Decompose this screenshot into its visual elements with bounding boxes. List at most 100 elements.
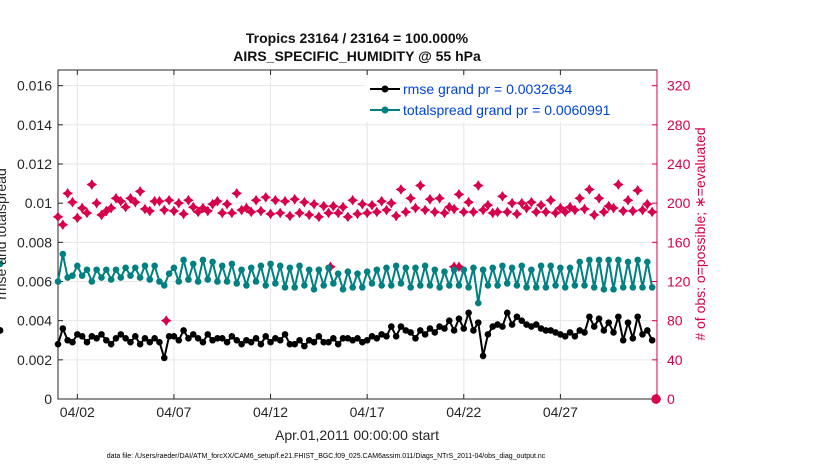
rmse-point [503,309,511,317]
obs-evaluated-point [429,206,441,218]
rmse-point [455,315,463,323]
y-left-tick-label: 0.002 [17,352,52,368]
totalspread-point [281,284,289,291]
obs-evaluated-point [294,207,305,219]
totalspread-point [334,270,342,277]
totalspread-point [107,276,115,283]
obs-evaluated-point [245,206,257,218]
rmse-point [112,334,120,342]
obs-evaluated-point [270,194,281,206]
totalspread-point [127,272,134,279]
obs-evaluated-point [559,206,571,218]
obs-evaluated-point [342,211,354,223]
obs-evaluated-point [289,193,301,205]
obs-evaluated-point [260,191,272,203]
rmse-point [330,334,337,342]
obs-evaluated-point [622,194,634,206]
rmse-point [78,333,86,340]
rmse-point [281,331,289,338]
obs-evaluated-point [376,195,387,207]
rmse-point [310,338,318,346]
y-axis-left-label: rmse and totalspread [0,168,9,300]
obs-evaluated-point [453,189,465,200]
obs-evaluated-point [650,393,662,405]
totalspread-point [330,280,337,287]
obs-evaluated-point [540,206,552,218]
totalspread-point [243,282,250,289]
x-axis-label: Apr.01,2011 00:00:00 start [275,427,439,443]
y-right-tick-label: 160 [667,234,691,250]
totalspread-point [257,262,265,270]
obs-evaluated-point [62,188,73,199]
chart-title: Tropics 23164 / 23164 = 100.000% [246,30,469,46]
rmse-point [624,319,632,326]
obs-evaluated-point [632,185,643,196]
obs-evaluated-point [410,202,421,214]
totalspread-point [416,282,424,289]
obs-evaluated-point [187,201,199,213]
totalspread-point [552,282,559,289]
obs-evaluated-point [613,179,624,190]
totalspread-point [349,284,356,291]
rmse-point [228,333,236,340]
totalspread-point [59,250,67,258]
rmse-point [286,340,294,348]
obs-evaluated-point [337,201,349,213]
obs-evaluated-point [535,199,547,211]
totalspread-point [450,266,458,274]
totalspread-point [426,282,434,289]
obs-evaluated-point [593,192,605,204]
obs-evaluated-point [163,194,175,206]
totalspread-point [474,299,482,307]
obs-evaluated-point [453,261,465,273]
totalspread-point [199,256,207,264]
legend-box [365,78,650,122]
totalspread-point [209,258,216,266]
obs-evaluated-point [308,198,320,210]
y-left-tick-label: 0.016 [17,78,52,94]
totalspread-point [576,258,584,266]
rmse-point [170,333,178,340]
totalspread-point [518,262,526,270]
obs-evaluated-point [419,204,431,216]
obs-evaluated-point [160,315,172,326]
obs-evaluated-point [303,209,315,221]
rmse-point [619,336,627,344]
x-tick-label: 04/22 [446,404,481,420]
rmse-point [571,333,579,340]
data-file-footnote: data file: /Users/raeder/DAI/ATM_forcXX/… [107,453,546,460]
rmse-point [325,338,332,346]
obs-evaluated-point [526,196,537,208]
obs-evaluated-point [357,198,368,210]
totalspread-point [363,268,371,276]
totalspread-point [103,266,110,274]
obs-evaluated-point [439,207,450,219]
obs-evaluated-point [86,179,98,190]
rmse-point [223,338,231,346]
obs-evaluated-point [361,207,373,219]
obs-evaluated-point [250,194,262,206]
rmse-point [639,331,646,338]
obs-evaluated-point [482,199,494,211]
totalspread-point [141,262,149,270]
totalspread-point [305,266,313,274]
rmse-point [634,313,641,321]
totalspread-point [185,276,192,283]
obs-evaluated-point [52,211,64,223]
totalspread-point [436,284,443,291]
x-tick-label: 04/17 [350,404,385,420]
obs-evaluated-point [434,192,445,204]
obs-evaluated-point [299,196,310,208]
obs-evaluated-point [347,194,358,206]
rmse-point [615,313,622,321]
totalspread-point [136,274,144,281]
totalspread-point [74,262,81,270]
obs-evaluated-point [395,184,407,195]
totalspread-point [93,266,100,274]
rmse-point [334,340,342,348]
rmse-point [595,315,603,323]
totalspread-point [465,284,472,291]
rmse-point [136,340,144,348]
totalspread-point [489,264,497,272]
rmse-point [320,338,327,346]
